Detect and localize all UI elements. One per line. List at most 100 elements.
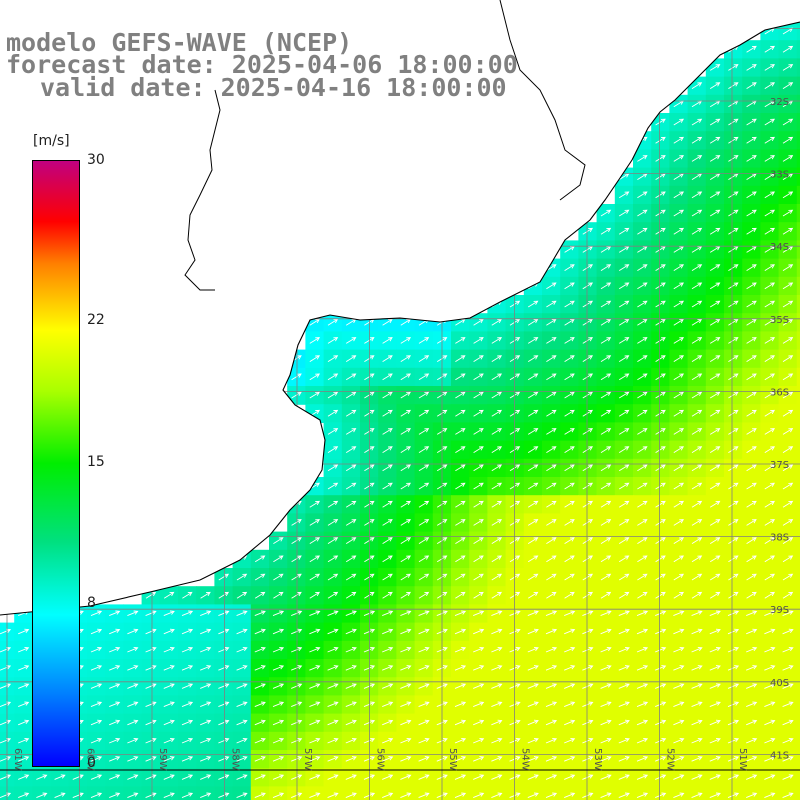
wind-arrow <box>655 591 666 599</box>
wind-arrow <box>709 337 721 344</box>
wind-arrow <box>236 646 248 653</box>
wind-cell <box>141 786 161 800</box>
wind-cell <box>796 640 800 660</box>
wind-arrow <box>673 719 685 726</box>
wind-cell <box>796 695 800 715</box>
wind-arrow <box>709 683 721 689</box>
colorbar <box>32 160 80 767</box>
wind-arrow <box>636 792 649 799</box>
wind-arrow <box>618 337 630 344</box>
wind-arrow <box>764 774 776 780</box>
wind-cell <box>87 786 106 800</box>
wind-arrow <box>600 591 612 599</box>
wind-arrow <box>546 318 557 326</box>
wind-arrow <box>691 191 703 199</box>
wind-arrow <box>127 701 139 708</box>
wind-arrow <box>764 191 775 199</box>
wind-arrow <box>746 555 757 563</box>
wind-arrow <box>400 737 412 744</box>
wind-arrow <box>254 591 266 599</box>
wind-arrow <box>163 774 175 780</box>
wind-arrow <box>345 683 357 689</box>
wind-arrow <box>764 500 775 508</box>
wind-arrow <box>254 737 266 744</box>
lat-label: 33S <box>770 170 789 181</box>
wind-arrow <box>236 591 248 599</box>
wind-arrow <box>709 555 721 563</box>
wind-cell <box>196 786 215 800</box>
wind-arrow <box>473 756 485 762</box>
wind-arrow <box>309 355 320 362</box>
wind-arrow <box>0 774 12 780</box>
wind-cell <box>214 786 234 800</box>
wind-cell <box>560 786 579 800</box>
wind-arrow <box>473 573 484 581</box>
wind-arrow <box>600 428 612 435</box>
wind-arrow <box>637 482 648 490</box>
wind-arrow <box>600 464 612 472</box>
wind-cell <box>451 786 470 800</box>
wind-arrow <box>600 683 612 689</box>
wind-arrow <box>291 701 303 708</box>
wind-arrow <box>655 500 666 508</box>
wind-arrow <box>454 774 467 780</box>
wind-arrow <box>181 756 194 762</box>
wind-arrow <box>582 318 593 326</box>
wind-arrow <box>455 409 466 417</box>
wind-arrow <box>454 665 467 671</box>
wind-arrow <box>618 683 630 689</box>
wind-arrow <box>618 701 630 708</box>
wind-arrow <box>618 318 630 326</box>
wind-arrow <box>218 737 230 744</box>
wind-arrow <box>327 665 339 671</box>
wind-arrow <box>728 155 739 162</box>
wind-arrow <box>709 391 721 399</box>
wind-arrow <box>600 719 612 726</box>
wind-arrow <box>782 64 794 71</box>
wind-arrow <box>491 391 502 399</box>
wind-arrow <box>491 737 503 744</box>
wind-arrow <box>400 628 412 635</box>
wind-arrow <box>200 665 212 671</box>
wind-arrow <box>382 756 394 762</box>
wind-arrow <box>382 737 394 744</box>
wind-arrow <box>527 391 539 399</box>
wind-arrow <box>454 683 467 689</box>
lat-label: 36S <box>770 387 789 398</box>
wind-arrow <box>564 300 575 308</box>
wind-arrow <box>473 428 484 435</box>
wind-arrow <box>655 373 666 381</box>
wind-arrow <box>637 227 648 235</box>
wind-arrow <box>382 337 393 344</box>
wind-arrow <box>0 665 12 671</box>
wind-cell <box>578 786 598 800</box>
wind-arrow <box>272 701 285 708</box>
wind-arrow <box>90 646 103 653</box>
wind-arrow <box>545 719 558 726</box>
wind-arrow <box>636 774 649 780</box>
wind-cell <box>796 549 800 569</box>
wind-arrow <box>127 756 139 762</box>
wind-arrow <box>782 337 794 344</box>
wind-arrow <box>491 701 503 708</box>
wind-cell <box>796 167 800 187</box>
wind-arrow <box>618 555 630 563</box>
wind-arrow <box>600 774 612 780</box>
wind-arrow <box>163 737 175 744</box>
wind-arrow <box>782 701 794 708</box>
wind-cell <box>50 786 70 800</box>
wind-arrow <box>673 337 684 344</box>
wind-cell <box>269 786 288 800</box>
wind-arrow <box>527 446 539 453</box>
wind-cell <box>796 185 800 205</box>
wind-cell <box>796 367 800 387</box>
wind-arrow <box>90 774 103 780</box>
wind-arrow <box>545 646 558 653</box>
wind-arrow <box>364 537 375 544</box>
wind-arrow <box>18 646 30 653</box>
wind-cell <box>796 113 800 132</box>
wind-arrow <box>746 737 758 744</box>
wind-arrow <box>764 591 775 599</box>
wind-arrow <box>637 246 648 253</box>
wind-arrow <box>764 482 775 490</box>
